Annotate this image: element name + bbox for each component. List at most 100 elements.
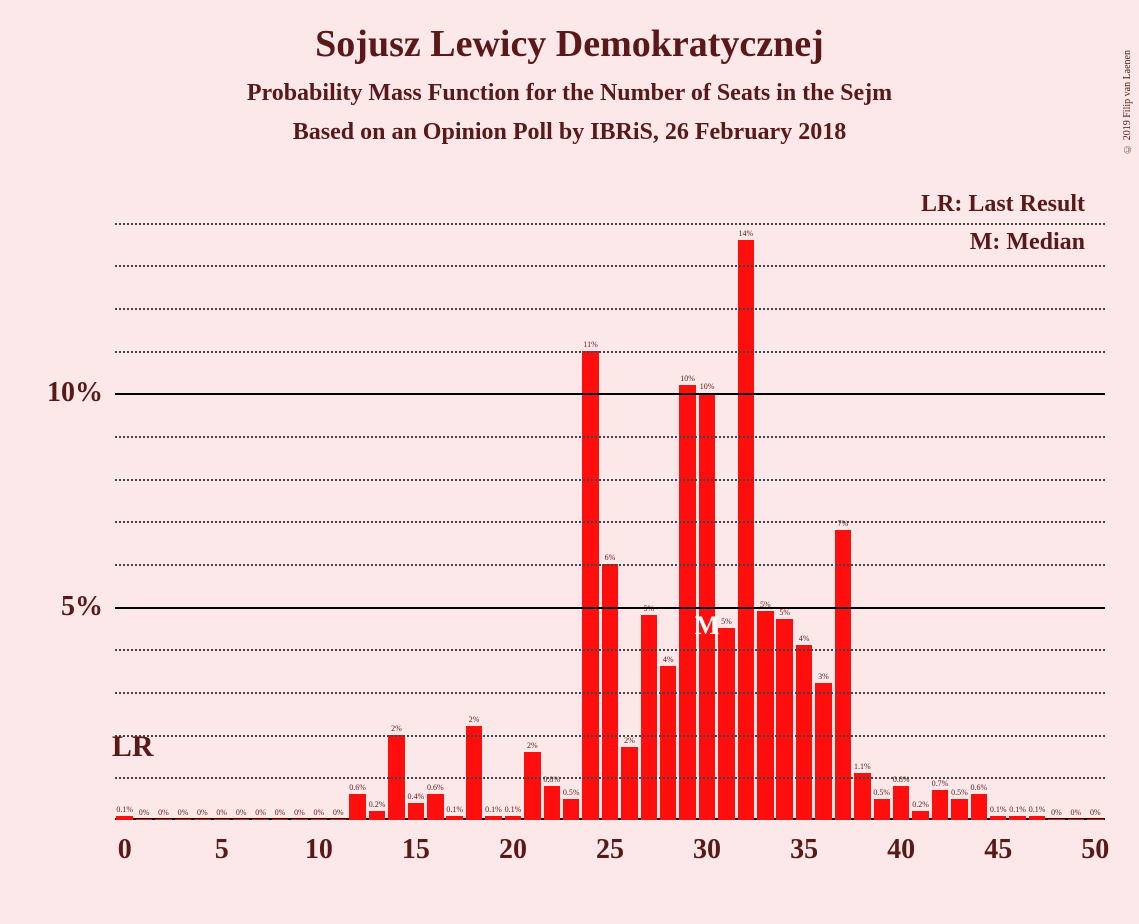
bar-value-label: 0%: [178, 808, 189, 817]
gridline-minor: [115, 521, 1105, 523]
gridline-minor: [115, 735, 1105, 737]
bar: 0%: [330, 819, 347, 820]
x-tick-label: 40: [887, 834, 915, 866]
bar-value-label: 2%: [527, 741, 538, 750]
x-tick-label: 25: [596, 834, 624, 866]
bar: 0.1%: [116, 816, 133, 820]
bar-value-label: 0.6%: [970, 783, 987, 792]
bar: 0.6%: [427, 794, 444, 820]
bar: 1.1%: [854, 773, 871, 820]
bar-value-label: 10%: [700, 382, 715, 391]
x-tick-label: 45: [984, 834, 1012, 866]
bar-value-label: 5%: [643, 604, 654, 613]
bar: 0.2%: [912, 811, 929, 820]
bar: 0%: [272, 819, 289, 820]
bar: 2%: [621, 747, 638, 820]
bar: 0%: [291, 819, 308, 820]
bar-value-label: 0.1%: [116, 805, 133, 814]
gridline-minor: [115, 351, 1105, 353]
bar: 0.1%: [446, 816, 463, 820]
gridline-major: [115, 607, 1105, 609]
gridline-major: [115, 393, 1105, 395]
x-tick-label: 0: [118, 834, 132, 866]
gridline-minor: [115, 308, 1105, 310]
bar: 4%: [796, 645, 813, 820]
bar-value-label: 7%: [838, 519, 849, 528]
bar: 0.4%: [408, 803, 425, 820]
gridline-minor: [115, 564, 1105, 566]
bar: 0%: [233, 819, 250, 820]
bar-value-label: 10%: [680, 374, 695, 383]
bar: 0.1%: [1029, 816, 1046, 820]
bar: 0.1%: [485, 816, 502, 820]
bar-value-label: 0%: [1051, 808, 1062, 817]
bar: 3%: [815, 683, 832, 820]
bar: 0%: [1048, 819, 1065, 820]
x-tick-label: 30: [693, 834, 721, 866]
chart-title: Sojusz Lewicy Demokratycznej: [0, 22, 1139, 66]
gridline-minor: [115, 692, 1105, 694]
bar-value-label: 5%: [721, 617, 732, 626]
y-tick-label: 5%: [61, 591, 103, 623]
bar: 0.2%: [369, 811, 386, 820]
chart-container: Sojusz Lewicy Demokratycznej Probability…: [0, 0, 1139, 924]
bar-value-label: 0.1%: [990, 805, 1007, 814]
gridline-minor: [115, 777, 1105, 779]
median-marker: M: [695, 611, 720, 641]
bar-value-label: 0.8%: [893, 775, 910, 784]
bar-value-label: 0%: [1090, 808, 1101, 817]
bar-value-label: 0%: [1071, 808, 1082, 817]
bar: 0.1%: [1009, 816, 1026, 820]
x-tick-label: 35: [790, 834, 818, 866]
bar-value-label: 1.1%: [854, 762, 871, 771]
bar-value-label: 0.5%: [873, 788, 890, 797]
bar: 14%: [738, 240, 755, 820]
bar: 4%: [660, 666, 677, 820]
x-tick-label: 10: [305, 834, 333, 866]
bar: 2%: [466, 726, 483, 820]
bar-value-label: 0%: [197, 808, 208, 817]
bar: 0.1%: [990, 816, 1007, 820]
bar-value-label: 2%: [624, 736, 635, 745]
lr-marker: LR: [112, 730, 154, 764]
bar: 0%: [214, 819, 231, 820]
bar-value-label: 4%: [799, 634, 810, 643]
bar-value-label: 0%: [294, 808, 305, 817]
bar: 5%: [641, 615, 658, 820]
bar-value-label: 5%: [779, 608, 790, 617]
bar-value-label: 0.2%: [912, 800, 929, 809]
bars-layer: 0.1%0%0%0%0%0%0%0%0%0%0%0%0.6%0.2%2%0.4%…: [115, 180, 1105, 820]
bar-value-label: 11%: [583, 340, 597, 349]
bar-value-label: 0.1%: [1029, 805, 1046, 814]
x-tick-label: 20: [499, 834, 527, 866]
bar: 0%: [1068, 819, 1085, 820]
bar-value-label: 0%: [158, 808, 169, 817]
bar-value-label: 0.1%: [446, 805, 463, 814]
bar-value-label: 0%: [313, 808, 324, 817]
bar-value-label: 0.2%: [369, 800, 386, 809]
bar-value-label: 0.8%: [543, 775, 560, 784]
bar-value-label: 0.6%: [427, 783, 444, 792]
bar-value-label: 0.1%: [505, 805, 522, 814]
gridline-minor: [115, 649, 1105, 651]
chart-subtitle-1: Probability Mass Function for the Number…: [0, 80, 1139, 107]
bar: 0.8%: [544, 786, 561, 820]
bar: 0%: [175, 819, 192, 820]
bar: 0.6%: [971, 794, 988, 820]
y-tick-label: 10%: [47, 377, 103, 409]
bar-value-label: 0%: [255, 808, 266, 817]
bar: 0%: [155, 819, 172, 820]
bar: 2%: [524, 752, 541, 820]
plot-area: LR: Last Result M: Median 0.1%0%0%0%0%0%…: [115, 180, 1105, 820]
bar: 0%: [194, 819, 211, 820]
bar-value-label: 0%: [275, 808, 286, 817]
bar: 0.5%: [951, 799, 968, 820]
bar: 11%: [582, 351, 599, 820]
bar-value-label: 2%: [469, 715, 480, 724]
bar: 0%: [136, 819, 153, 820]
bar: 0.5%: [874, 799, 891, 820]
bar-value-label: 0.5%: [563, 788, 580, 797]
x-tick-label: 50: [1081, 834, 1109, 866]
gridline-minor: [115, 223, 1105, 225]
bar-value-label: 2%: [391, 724, 402, 733]
